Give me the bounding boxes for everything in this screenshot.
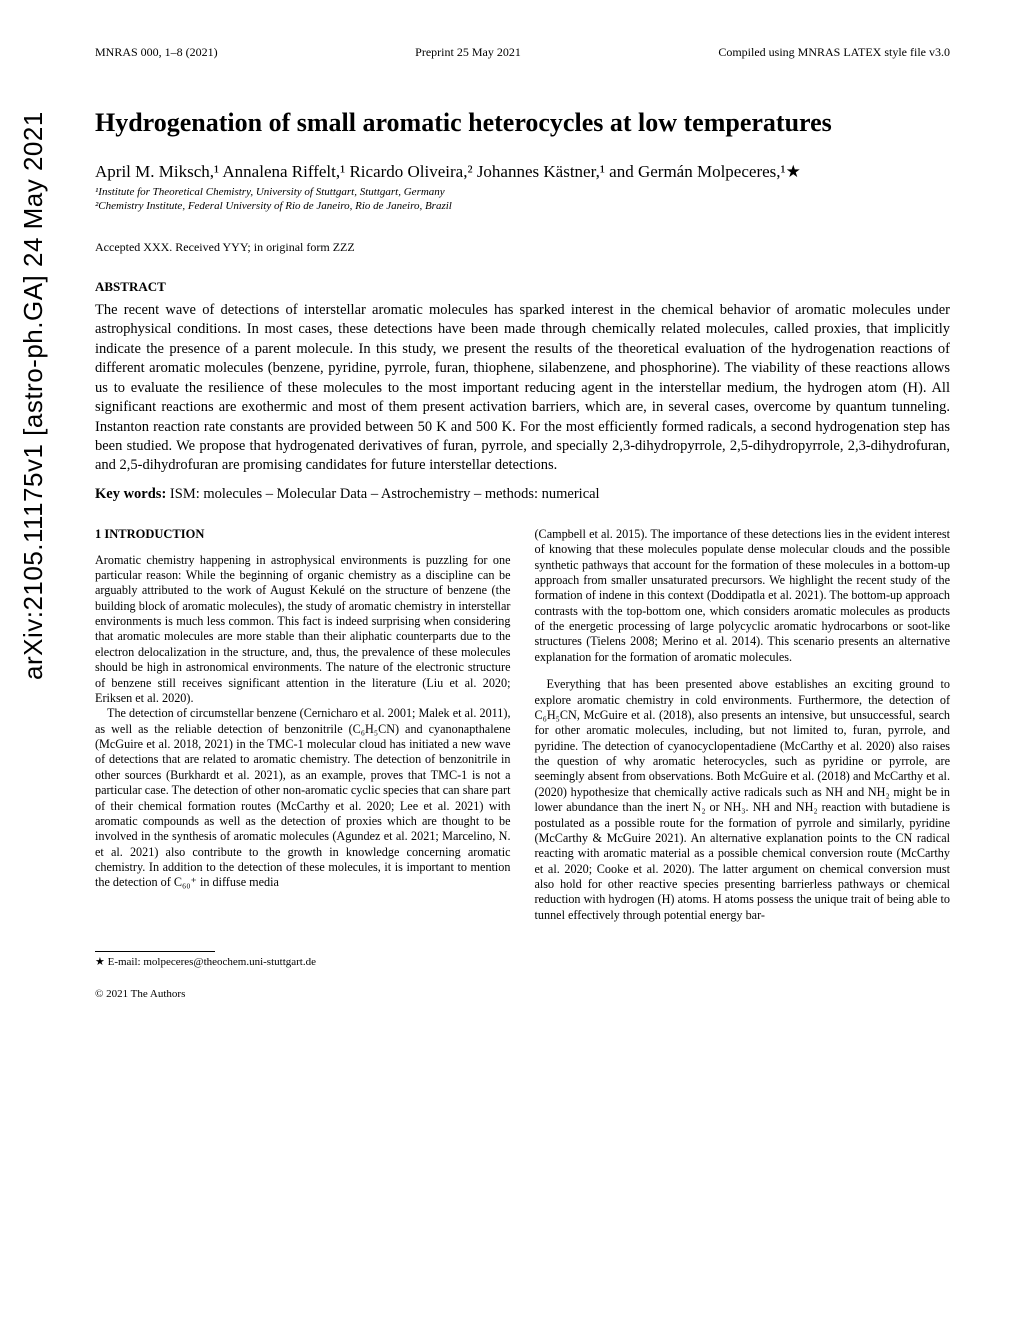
keywords-text: ISM: molecules – Molecular Data – Astroc… xyxy=(166,486,599,502)
authors-line: April M. Miksch,¹ Annalena Riffelt,¹ Ric… xyxy=(95,162,950,182)
header-right: Compiled using MNRAS LATEX style file v3… xyxy=(718,45,950,60)
copyright-text: © 2021 The Authors xyxy=(95,988,511,1002)
footnote-text: ★ E-mail: molpeceres@theochem.uni-stuttg… xyxy=(95,956,511,970)
keywords-line: Key words: ISM: molecules – Molecular Da… xyxy=(95,486,950,503)
two-column-body: 1 INTRODUCTION Aromatic chemistry happen… xyxy=(95,527,950,1002)
affiliation-2: ²Chemistry Institute, Federal University… xyxy=(95,200,950,212)
header-line: MNRAS 000, 1–8 (2021) Preprint 25 May 20… xyxy=(95,45,950,60)
page-title: Hydrogenation of small aromatic heterocy… xyxy=(95,108,950,138)
column-right: (Campbell et al. 2015). The importance o… xyxy=(535,527,951,1002)
col1-para2: The detection of circumstellar benzene (… xyxy=(95,706,511,891)
intro-heading: 1 INTRODUCTION xyxy=(95,527,511,543)
received-line: Accepted XXX. Received YYY; in original … xyxy=(95,240,950,255)
affiliation-1: ¹Institute for Theoretical Chemistry, Un… xyxy=(95,186,950,198)
col1-para1: Aromatic chemistry happening in astrophy… xyxy=(95,553,511,707)
header-center: Preprint 25 May 2021 xyxy=(415,45,521,60)
footnote-separator xyxy=(95,951,215,952)
abstract-text: The recent wave of detections of interst… xyxy=(95,301,950,476)
page-content: MNRAS 000, 1–8 (2021) Preprint 25 May 20… xyxy=(0,0,1020,1042)
col2-para1: (Campbell et al. 2015). The importance o… xyxy=(535,527,951,665)
abstract-heading: ABSTRACT xyxy=(95,279,950,295)
column-left: 1 INTRODUCTION Aromatic chemistry happen… xyxy=(95,527,511,1002)
col2-para2: Everything that has been presented above… xyxy=(535,677,951,923)
keywords-label: Key words: xyxy=(95,486,166,502)
header-left: MNRAS 000, 1–8 (2021) xyxy=(95,45,218,60)
arxiv-identifier: arXiv:2105.11175v1 [astro-ph.GA] 24 May … xyxy=(18,111,49,680)
